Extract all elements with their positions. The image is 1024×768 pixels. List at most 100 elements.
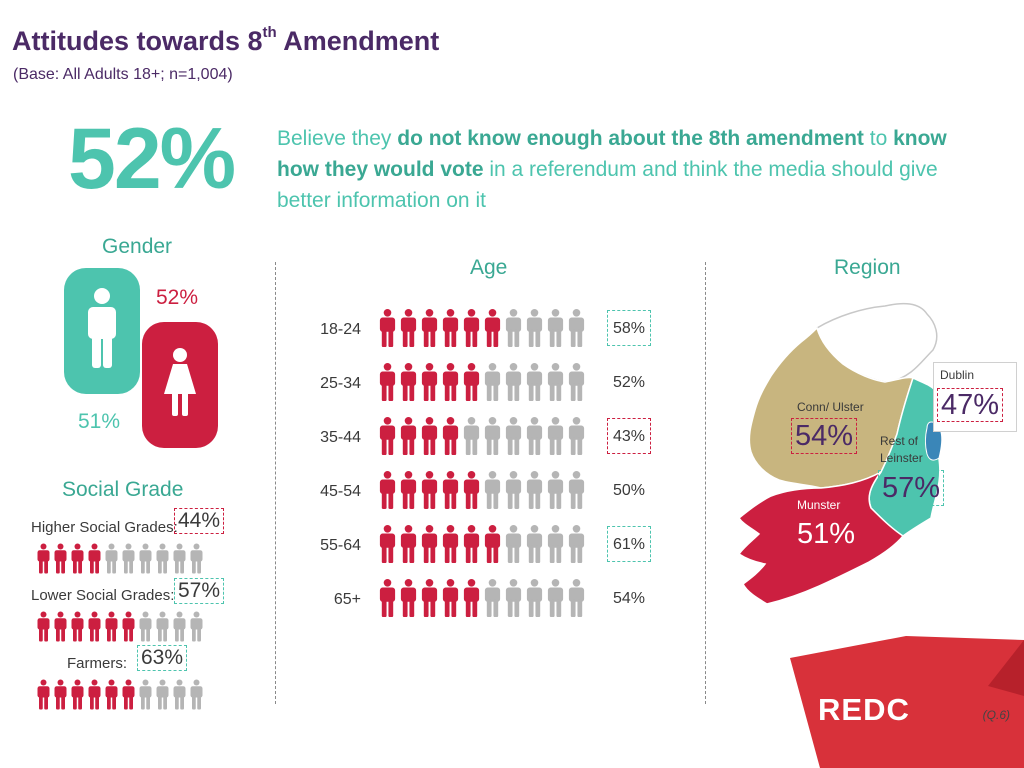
- person-icon: [156, 543, 169, 574]
- redc-logo: REDC: [818, 692, 910, 727]
- male-card: [64, 268, 140, 394]
- person-icon: [568, 417, 585, 455]
- person-icon: [105, 679, 118, 710]
- person-icon: [156, 679, 169, 710]
- person-icon: [505, 525, 522, 563]
- age-row-percent: 61%: [607, 526, 651, 562]
- person-icon: [421, 471, 438, 509]
- person-icon: [421, 525, 438, 563]
- person-icon: [88, 611, 101, 642]
- person-icon: [400, 309, 417, 347]
- munster-label: Munster: [797, 498, 841, 512]
- person-icon: [37, 543, 50, 574]
- person-icon: [88, 543, 101, 574]
- person-icon: [379, 471, 396, 509]
- dublin-percent: 47%: [937, 388, 1004, 422]
- person-figure-row: [36, 676, 204, 713]
- person-figure-row: [378, 412, 586, 460]
- person-icon: [568, 471, 585, 509]
- age-row-label: 45-54: [320, 483, 361, 500]
- person-figure-row: [378, 520, 586, 568]
- person-icon: [88, 679, 101, 710]
- person-icon: [463, 525, 480, 563]
- person-icon: [463, 579, 480, 617]
- age-row-label: 55-64: [320, 537, 361, 554]
- person-icon: [442, 471, 459, 509]
- person-icon: [568, 579, 585, 617]
- person-icon: [484, 471, 501, 509]
- person-icon: [442, 525, 459, 563]
- headline-statement: Believe they do not know enough about th…: [277, 127, 947, 212]
- person-icon: [484, 579, 501, 617]
- person-icon: [463, 363, 480, 401]
- person-icon: [379, 309, 396, 347]
- person-icon: [400, 579, 417, 617]
- person-icon: [568, 363, 585, 401]
- person-icon: [484, 309, 501, 347]
- person-icon: [173, 543, 186, 574]
- age-row-label: 25-34: [320, 375, 361, 392]
- person-icon: [526, 471, 543, 509]
- person-icon: [526, 579, 543, 617]
- person-icon: [122, 543, 135, 574]
- female-card: [142, 322, 218, 448]
- person-icon: [71, 679, 84, 710]
- person-icon: [400, 417, 417, 455]
- person-icon: [421, 363, 438, 401]
- age-heading: Age: [470, 256, 508, 279]
- person-icon: [547, 525, 564, 563]
- person-icon: [526, 363, 543, 401]
- social-grade-heading: Social Grade: [62, 478, 184, 501]
- male-person-icon: [88, 288, 116, 368]
- conn-ulster-percent: 54%: [791, 418, 858, 454]
- leinster-label-2: Leinster: [880, 451, 923, 465]
- person-icon: [173, 611, 186, 642]
- person-icon: [190, 679, 203, 710]
- person-icon: [484, 417, 501, 455]
- age-row-percent: 54%: [612, 590, 646, 607]
- divider-right: [705, 262, 706, 704]
- leinster-label-1: Rest of: [880, 434, 919, 448]
- person-icon: [484, 525, 501, 563]
- person-icon: [526, 309, 543, 347]
- person-icon: [139, 611, 152, 642]
- person-icon: [463, 309, 480, 347]
- social-grade-label: Farmers:: [67, 655, 127, 672]
- person-icon: [547, 417, 564, 455]
- age-row-label: 35-44: [320, 429, 361, 446]
- age-row-percent: 58%: [607, 310, 651, 346]
- person-figure-row: [378, 358, 586, 406]
- person-icon: [463, 471, 480, 509]
- female-person-icon: [164, 348, 196, 416]
- region-heading: Region: [834, 256, 901, 279]
- age-row-percent: 50%: [612, 482, 646, 499]
- person-icon: [421, 417, 438, 455]
- age-row-percent: 52%: [612, 374, 646, 391]
- headline-percent: 52%: [68, 111, 236, 207]
- person-icon: [547, 363, 564, 401]
- person-icon: [568, 309, 585, 347]
- person-icon: [190, 543, 203, 574]
- leinster-percent: 57%: [878, 470, 945, 506]
- person-icon: [379, 417, 396, 455]
- person-figure-row: [36, 540, 204, 577]
- person-icon: [37, 611, 50, 642]
- social-grade-percent: 57%: [174, 578, 225, 604]
- social-grade-percent: 44%: [174, 508, 225, 534]
- munster-region: [737, 471, 905, 605]
- person-icon: [484, 363, 501, 401]
- person-icon: [122, 611, 135, 642]
- person-icon: [547, 579, 564, 617]
- page-subtitle: (Base: All Adults 18+; n=1,004): [13, 66, 233, 83]
- person-figure-row: [378, 466, 586, 514]
- person-icon: [547, 471, 564, 509]
- social-grade-label: Higher Social Grades:: [31, 519, 178, 536]
- female-percent: 52%: [156, 286, 199, 309]
- person-icon: [526, 417, 543, 455]
- person-icon: [505, 309, 522, 347]
- age-row-label: 65+: [333, 591, 361, 608]
- person-icon: [379, 525, 396, 563]
- person-icon: [139, 543, 152, 574]
- person-icon: [526, 525, 543, 563]
- person-icon: [400, 471, 417, 509]
